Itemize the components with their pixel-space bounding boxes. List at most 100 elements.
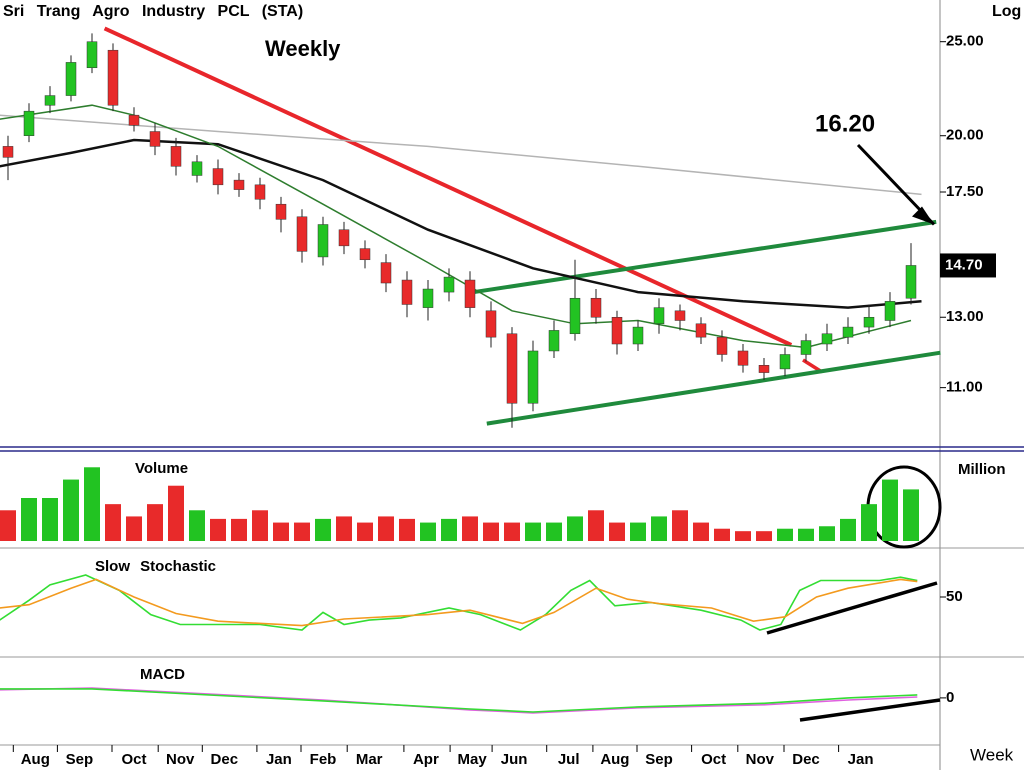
candle-body [86,41,98,69]
candle-body [716,336,728,355]
volume-bar [525,522,541,541]
x-tick-label: Dec [792,751,820,768]
volume-bar [168,485,184,541]
candle-body [107,49,119,106]
unit-label: Million [958,461,1006,478]
volume-bar [399,518,415,541]
x-tick-label: Dec [211,751,239,768]
y-tick-label: 20.00 [946,127,984,144]
candle-body [653,307,665,325]
x-tick-label: Nov [166,751,195,768]
volume-bar [441,518,457,541]
candle-body [800,340,812,355]
candle-body [23,110,35,136]
trendline [469,219,937,295]
y-tick-label: 11.00 [946,379,983,396]
candle-body [737,350,749,366]
x-tick-label: Mar [356,751,383,768]
candle-body [884,301,896,321]
candle-body [842,326,854,338]
volume-bar [588,510,604,541]
y-tick-label: 25.00 [946,33,984,50]
x-tick-label: Jan [266,751,292,768]
volume-bar [42,498,58,541]
support-line [799,698,941,722]
x-tick-label: Oct [701,751,726,768]
volume-bar [252,510,268,541]
candle-body [338,229,350,247]
volume-bar [336,516,352,541]
panel-title: MACD [140,666,185,683]
candle-body [422,288,434,308]
candle-body [296,216,308,252]
trendline [486,350,941,426]
candle-body [821,333,833,345]
candle-body [128,114,140,126]
candle-body [632,326,644,345]
indicator-line [0,578,918,627]
annotation-label: 16.20 [815,110,875,137]
volume-bar [420,522,436,541]
candle-body [758,365,770,373]
volume-bar [777,528,793,541]
volume-bar [630,522,646,541]
x-tick-label: Jan [848,751,874,768]
last-price-box [940,253,996,278]
volume-bar [294,522,310,541]
last-price-label: 14.70 [945,256,983,273]
y-tick-label: 13.00 [946,308,984,325]
candle-body [254,184,266,200]
volume-bar [105,504,121,541]
candle-body [275,203,287,220]
volume-bar [84,467,100,541]
volume-bar [0,510,16,541]
arrow-head [912,206,934,225]
indicator-line [0,688,918,713]
x-axis-label: Week [970,745,1014,764]
x-tick-label: May [458,751,488,768]
volume-bar [882,479,898,541]
volume-bar [840,518,856,541]
candle-body [527,350,539,404]
volume-bar [609,522,625,541]
volume-bar [672,510,688,541]
candle-body [233,179,245,190]
support-line [766,581,938,635]
volume-bar [567,516,583,541]
volume-bar [21,498,37,541]
candle-body [779,354,791,370]
candle-body [611,316,623,345]
volume-bar [189,510,205,541]
candle-body [380,262,392,284]
candle-body [65,62,77,96]
x-tick-label: Sep [66,751,94,768]
volume-bar [903,489,919,541]
panel-title: Volume [135,460,188,477]
chart-subtitle: Weekly [265,36,341,61]
candle-body [359,248,371,261]
x-tick-label: Nov [746,751,775,768]
moving-average [0,138,922,309]
x-tick-label: Feb [310,751,337,768]
candle-body [695,323,707,338]
volume-bar [273,522,289,541]
candle-body [590,297,602,318]
y-tick-label: 50 [946,588,963,605]
volume-bar [231,518,247,541]
volume-bar [546,522,562,541]
candle-body [569,297,581,335]
x-tick-label: Jul [558,751,580,768]
volume-bar [861,504,877,541]
candle-body [170,146,182,167]
candle-body [905,265,917,299]
volume-bar [756,531,772,541]
candle-body [443,276,455,293]
candle-body [485,310,497,338]
indicator-line [0,574,918,631]
volume-bar [504,522,520,541]
x-tick-label: Aug [21,751,50,768]
volume-bar [798,528,814,541]
volume-bar [63,479,79,541]
x-tick-label: Jun [501,751,528,768]
volume-bar [315,518,331,541]
